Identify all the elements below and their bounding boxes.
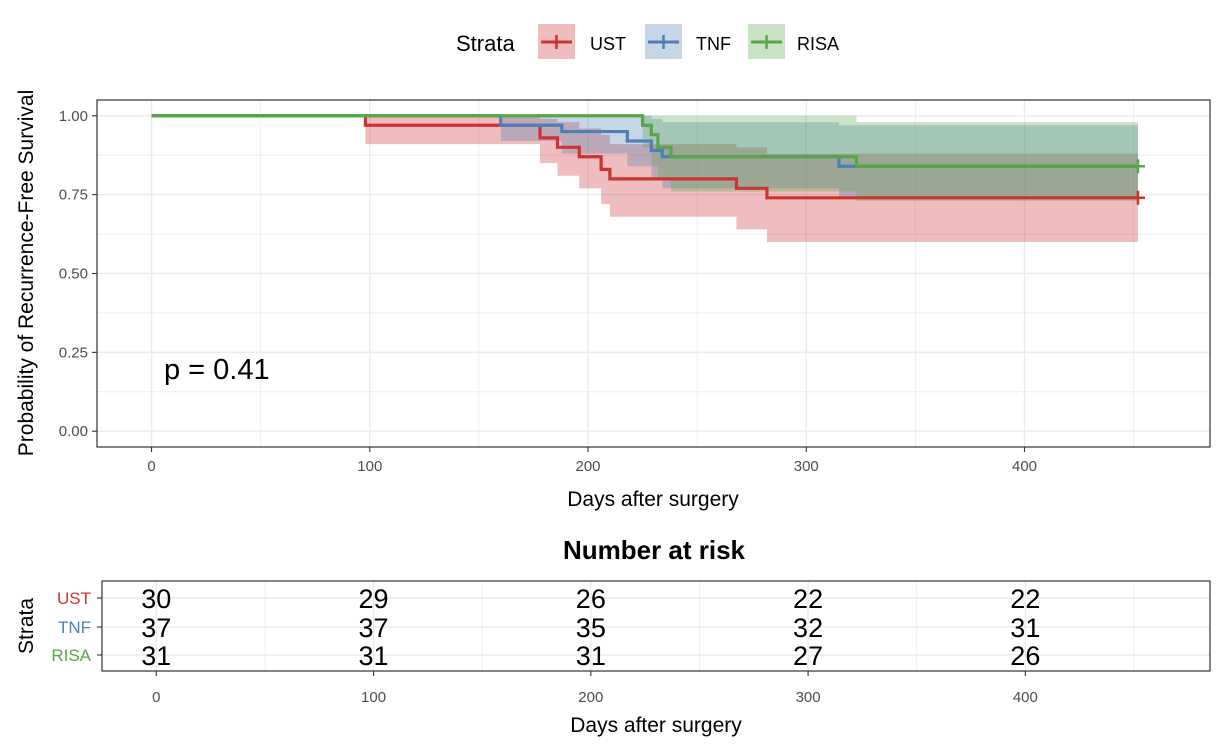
km-plot: 0 100 200 300 400 0.00 0.25 0.50 0.75 1.00 p = 0.… [15,90,1211,511]
risk-count-risa: 27 [793,641,823,671]
legend-item-tnf: TNF [645,24,731,59]
risk-table-title: Number at risk [563,535,746,565]
risk-count-ust: 26 [576,584,606,614]
km-y-tick-label: 0.50 [59,266,88,283]
risk-count-tnf: 32 [793,613,823,643]
legend-label-risa: RISA [797,34,839,54]
tnf-confidence-band [151,115,1138,198]
risk-count-risa: 31 [141,641,171,671]
risk-panel-background [102,581,1210,671]
risk-panel-border [101,580,1211,672]
km-x-tick-label: 0 [147,458,155,475]
risa-censor-mark [1130,159,1145,174]
p-value: p = 0.41 [164,354,270,386]
risa-confidence-band [151,115,1138,201]
risk-count-risa: 26 [1010,641,1040,671]
risk-count-tnf: 35 [576,613,606,643]
risk-count-risa: 31 [576,641,606,671]
risk-table: Number at risk UST 30 29 26 22 22 TNF 37 37 35 32 3… [15,535,1211,737]
risk-x-tick-label: 400 [1013,689,1038,706]
risk-row-label-risa: RISA [51,646,91,665]
km-x-tick-label: 200 [576,458,601,475]
risk-x-tick-label: 100 [361,689,386,706]
risk-count-ust: 22 [793,584,823,614]
ust-censor-mark [1130,190,1145,205]
km-y-tick-label: 1.00 [59,108,88,125]
legend-title: Strata [456,31,515,56]
legend-item-ust: UST [538,24,626,59]
km-y-tick-label: 0.25 [59,344,88,361]
km-x-tick-label: 400 [1012,458,1037,475]
risk-x-tick-label: 300 [796,689,821,706]
risk-count-ust: 30 [141,584,171,614]
risk-count-tnf: 37 [141,613,171,643]
km-x-tick-label: 100 [357,458,382,475]
risk-count-risa: 31 [359,641,389,671]
risk-count-tnf: 31 [1010,613,1040,643]
risk-y-axis-title: Strata [15,598,38,654]
risa-survival-curve [151,114,1138,168]
legend: Strata UST TNF RISA [456,24,839,59]
legend-item-risa: RISA [748,24,839,59]
km-x-tick-label: 300 [794,458,819,475]
risk-x-axis-title: Days after surgery [570,714,742,737]
km-x-axis-title: Days after surgery [567,488,739,511]
risk-x-tick-label: 0 [152,689,160,706]
legend-label-tnf: TNF [696,34,731,54]
risk-row-label-tnf: TNF [58,618,91,637]
risk-count-ust: 22 [1010,584,1040,614]
risk-count-tnf: 37 [359,613,389,643]
risk-count-ust: 29 [359,584,389,614]
km-y-tick-label: 0.00 [59,423,88,440]
km-y-tick-label: 0.75 [59,187,88,204]
risk-row-label-ust: UST [57,589,91,608]
km-y-axis-title: Probability of Recurrence-Free Survival [15,90,38,456]
legend-label-ust: UST [590,34,626,54]
risk-x-tick-label: 200 [578,689,603,706]
